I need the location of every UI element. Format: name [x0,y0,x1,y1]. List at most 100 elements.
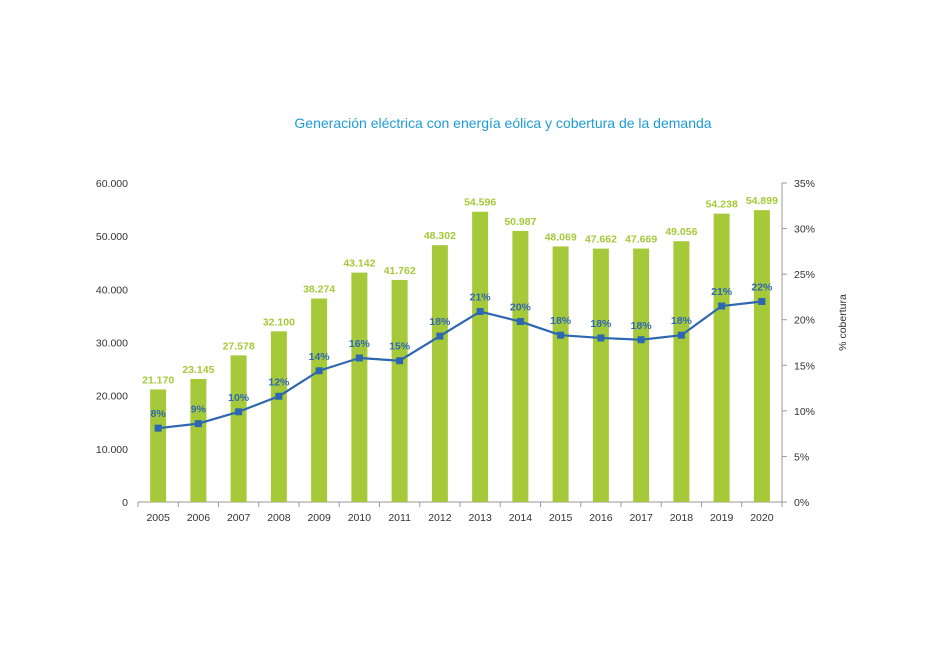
x-axis-tick-label: 2010 [348,512,372,524]
left-axis-tick-label: 10.000 [96,444,128,456]
right-axis-tick-label: 35% [794,178,815,190]
line-point [718,302,726,310]
x-axis-tick-label: 2012 [428,512,452,524]
x-axis-tick-label: 2020 [750,512,774,524]
bar-data-label: 54.899 [746,195,778,207]
bar-data-label: 48.069 [545,231,577,243]
bar-data-label: 49.056 [665,226,697,238]
bar-data-label: 41.762 [384,265,416,277]
line-data-label: 21% [711,286,733,298]
x-axis-tick-label: 2013 [468,512,492,524]
bar-data-label: 54.238 [706,199,738,211]
x-axis-tick-label: 2019 [710,512,734,524]
line-data-label: 18% [590,318,612,330]
right-axis-title: % cobertura [837,294,849,351]
bar [431,245,448,502]
x-axis-tick-label: 2006 [187,512,211,524]
bar-data-label: 27.578 [223,340,255,352]
line-data-label: 18% [550,315,572,327]
line-data-label: 15% [389,341,411,353]
bar-data-label: 23.145 [182,364,214,376]
line-point [154,424,162,432]
line-data-label: 16% [349,338,371,350]
x-axis-tick-label: 2009 [307,512,331,524]
line-point [355,354,363,362]
bar [552,246,569,502]
line-point [516,318,524,326]
line-point [396,357,404,365]
bar-data-label: 43.142 [343,258,375,270]
coverage-line [158,300,762,430]
bar-data-label: 21.170 [142,374,174,386]
bar-data-label: 38.274 [303,284,335,296]
bar [391,279,408,502]
line-data-label: 9% [191,404,207,416]
x-axis-tick-label: 2007 [227,512,251,524]
line-data-label: 18% [429,316,451,328]
right-axis-tick-label: 0% [794,497,809,509]
line-point [436,332,444,340]
bar [472,211,489,502]
bar [512,230,529,502]
bar [753,210,770,503]
left-axis-tick-label: 50.000 [96,231,128,243]
bar-data-label: 47.669 [625,234,657,246]
chart-title: Generación eléctrica con energía eólica … [294,115,711,131]
plot-area: 0 10.000 20.000 30.000 40.000 50.000 60.000 0% 5… [96,178,849,524]
x-axis-tick-label: 2008 [267,512,291,524]
bar-data-label: 54.596 [464,197,496,209]
bar [230,355,247,502]
bar [351,272,368,502]
line-data-label: 12% [268,376,290,388]
line-point [476,308,484,316]
x-axis-tick-label: 2016 [589,512,613,524]
line-data-label: 20% [510,302,532,314]
right-axis-tick-label: 30% [794,224,815,236]
x-axis-tick-label: 2005 [146,512,170,524]
line-point [758,297,766,305]
x-axis-tick-label: 2015 [549,512,573,524]
line-point [194,420,202,428]
bar [713,213,730,502]
line-point [235,408,243,416]
x-axis-tick-label: 2011 [388,512,411,524]
bar-data-label: 48.302 [424,230,456,242]
bar-data-label: 47.662 [585,234,617,246]
left-axis-tick-label: 0 [122,497,128,509]
right-axis-tick-label: 15% [794,360,815,372]
bar-data-label: 50.987 [504,216,536,228]
bar [190,378,207,502]
line-data-label: 10% [228,392,250,404]
bar [673,241,690,502]
line-point [315,367,323,375]
line-data-label: 18% [671,315,693,327]
line-point [637,336,645,344]
right-axis-tick-label: 5% [794,451,809,463]
right-axis-tick-label: 20% [794,315,815,327]
right-axis-tick-label: 10% [794,406,815,418]
line-data-label: 22% [751,281,773,293]
x-axis-tick-label: 2017 [629,512,653,524]
left-axis-tick-label: 20.000 [96,391,128,403]
bar [633,248,650,502]
line-data-label: 18% [631,320,653,332]
left-axis-tick-label: 60.000 [96,178,128,190]
line-point [275,392,283,400]
line-data-label: 8% [151,408,167,420]
line-point [677,331,685,339]
bar [150,389,167,502]
bar-data-label: 32.100 [263,316,295,328]
bar [592,248,609,502]
line-point [557,331,565,339]
bar [311,298,328,502]
line-point [597,334,605,342]
bar [270,331,287,502]
line-data-label: 14% [309,351,331,363]
right-axis-tick-label: 25% [794,269,815,281]
line-data-label: 21% [470,292,492,304]
x-axis-tick-label: 2018 [670,512,694,524]
left-axis-tick-label: 40.000 [96,284,128,296]
x-axis-tick-label: 2014 [509,512,533,524]
left-axis-tick-label: 30.000 [96,338,128,350]
